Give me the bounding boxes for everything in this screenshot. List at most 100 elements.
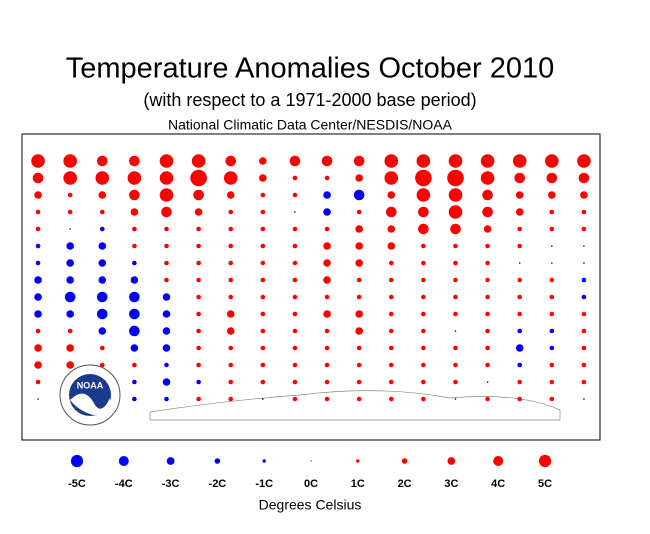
anomaly-dot <box>66 276 74 284</box>
legend: -5C -4C -3C -2C -1C 0C 1C 2C 3C 4C 5C <box>68 454 552 490</box>
anomaly-dot <box>64 291 76 303</box>
anomaly-dot <box>164 396 169 402</box>
anomaly-dot <box>98 276 107 284</box>
anomaly-dot <box>480 154 495 168</box>
anomaly-dot <box>228 396 234 402</box>
anomaly-dot <box>130 208 139 216</box>
anomaly-dot <box>387 242 396 250</box>
anomaly-dot <box>355 174 363 182</box>
anomaly-dot <box>421 260 426 266</box>
anomaly-dot <box>384 171 399 185</box>
anomaly-dot <box>162 344 171 352</box>
anomaly-dot <box>228 362 234 368</box>
anomaly-dot <box>260 328 266 334</box>
anomaly-dot <box>164 277 169 283</box>
legend-dot <box>447 457 456 465</box>
anomaly-dot <box>132 260 137 266</box>
anomaly-dot <box>190 169 207 187</box>
anomaly-dot <box>132 362 137 368</box>
anomaly-dot <box>517 277 523 283</box>
anomaly-dot <box>482 206 493 218</box>
anomaly-dot <box>355 225 363 233</box>
anomaly-dot <box>67 209 73 215</box>
anomaly-dot <box>453 243 458 249</box>
anomaly-dot <box>228 379 234 385</box>
anomaly-dot <box>292 294 298 300</box>
anomaly-dot <box>223 171 238 185</box>
anomaly-dot <box>35 209 41 215</box>
anomaly-dot <box>226 327 235 335</box>
anomaly-dot <box>482 189 493 201</box>
anomaly-dot <box>292 243 298 249</box>
anomaly-dot <box>260 192 266 198</box>
anomaly-dot <box>159 171 174 185</box>
anomaly-dot <box>98 259 107 267</box>
legend-label: 2C <box>398 478 412 490</box>
anomaly-dot <box>549 379 555 385</box>
legend-label: 4C <box>491 478 505 490</box>
anomaly-dot <box>66 259 74 267</box>
anomaly-dot <box>162 293 171 301</box>
anomaly-dot <box>292 277 298 283</box>
anomaly-dot <box>515 208 524 216</box>
anomaly-dot <box>67 192 73 198</box>
anomaly-dot <box>355 242 363 250</box>
anomaly-dot <box>324 362 330 368</box>
anomaly-dot <box>549 226 555 232</box>
anomaly-dot <box>324 226 330 232</box>
anomaly-dot <box>99 226 105 232</box>
anomaly-dot <box>98 327 107 335</box>
legend-dot <box>166 457 175 465</box>
anomaly-dot <box>551 245 553 247</box>
anomaly-dot <box>388 328 394 334</box>
anomaly-dot <box>98 191 107 199</box>
anomaly-dot <box>196 311 201 317</box>
anomaly-dot <box>260 362 266 368</box>
anomaly-dot <box>485 345 490 351</box>
anomaly-dot <box>518 262 521 264</box>
anomaly-dot <box>98 242 107 250</box>
anomaly-dot <box>517 294 523 300</box>
anomaly-dot <box>388 260 394 266</box>
anomaly-dot <box>226 191 235 199</box>
anomaly-dot <box>388 379 394 385</box>
anomaly-dot <box>453 362 458 368</box>
anomaly-dot <box>353 189 365 201</box>
anomaly-dot <box>356 379 362 385</box>
anomaly-dot <box>321 155 333 167</box>
anomaly-dot <box>196 226 201 232</box>
anomaly-dot <box>196 277 201 283</box>
anomaly-dot <box>577 154 591 168</box>
anomaly-dot <box>485 294 490 300</box>
anomaly-dot <box>130 276 139 284</box>
anomaly-dot <box>421 362 426 368</box>
anomaly-dot <box>32 172 44 184</box>
anomaly-dot <box>294 211 296 213</box>
anomaly-dot <box>196 362 201 368</box>
anomaly-dot <box>159 188 174 202</box>
anomaly-dot <box>99 362 105 368</box>
anomaly-dot <box>324 379 330 385</box>
anomaly-dot <box>356 362 362 368</box>
anomaly-dot <box>132 226 137 232</box>
anomaly-dot <box>260 345 266 351</box>
anomaly-dot <box>415 169 432 187</box>
anomaly-dot <box>161 206 172 218</box>
anomaly-dot <box>164 226 169 232</box>
anomaly-dot <box>453 345 458 351</box>
anomaly-dot <box>162 327 171 335</box>
anomaly-dot <box>324 396 330 402</box>
anomaly-dot <box>485 243 490 249</box>
legend-dot <box>538 454 552 468</box>
anomaly-dot <box>262 398 264 400</box>
anomaly-dot <box>448 188 463 202</box>
anomaly-dot <box>196 260 201 266</box>
anomaly-dot <box>34 293 42 301</box>
anomaly-dot <box>129 189 140 201</box>
anomaly-dot <box>581 209 587 215</box>
anomaly-dot <box>292 328 298 334</box>
anomaly-dot <box>225 155 237 167</box>
anomaly-dot <box>581 379 587 385</box>
anomaly-dot <box>548 191 556 199</box>
